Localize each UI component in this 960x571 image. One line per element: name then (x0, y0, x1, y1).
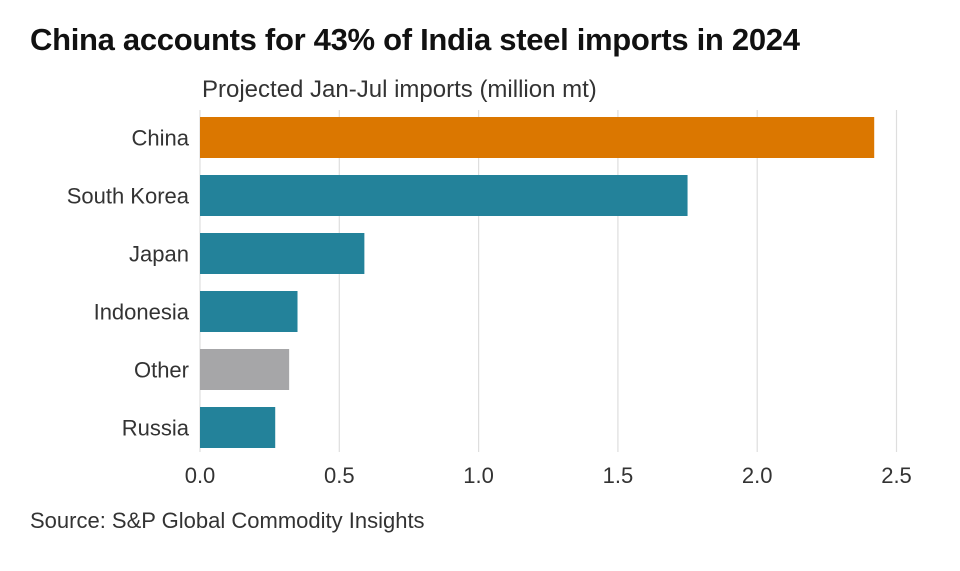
bar-south-korea (200, 175, 688, 216)
bar-china (200, 117, 875, 158)
bar-japan (200, 233, 365, 274)
category-label: Indonesia (94, 300, 190, 325)
x-tick-labels: 0.0 0.5 1.0 1.5 2.0 2.5 (185, 463, 912, 488)
category-labels: China South Korea Japan Indonesia Other Russi… (67, 126, 190, 441)
source-note: Source: S&P Global Commodity Insights (30, 508, 425, 533)
x-tick-label: 1.5 (603, 463, 634, 488)
category-label: South Korea (67, 184, 190, 209)
category-label: Other (134, 358, 189, 383)
category-label: Russia (122, 416, 190, 441)
gridlines (199, 110, 898, 452)
chart-title: China accounts for 43% of India steel im… (30, 22, 800, 57)
x-tick-label: 0.5 (324, 463, 355, 488)
bar-indonesia (200, 291, 298, 332)
x-tick-label: 0.0 (185, 463, 216, 488)
category-label: Japan (129, 242, 189, 267)
category-label: China (132, 126, 190, 151)
bar-russia (200, 407, 276, 448)
x-tick-label: 2.0 (742, 463, 773, 488)
x-tick-label: 2.5 (881, 463, 912, 488)
bars (200, 117, 875, 448)
chart-subtitle: Projected Jan-Jul imports (million mt) (202, 76, 597, 103)
bar-other (200, 349, 290, 390)
x-tick-label: 1.0 (463, 463, 494, 488)
